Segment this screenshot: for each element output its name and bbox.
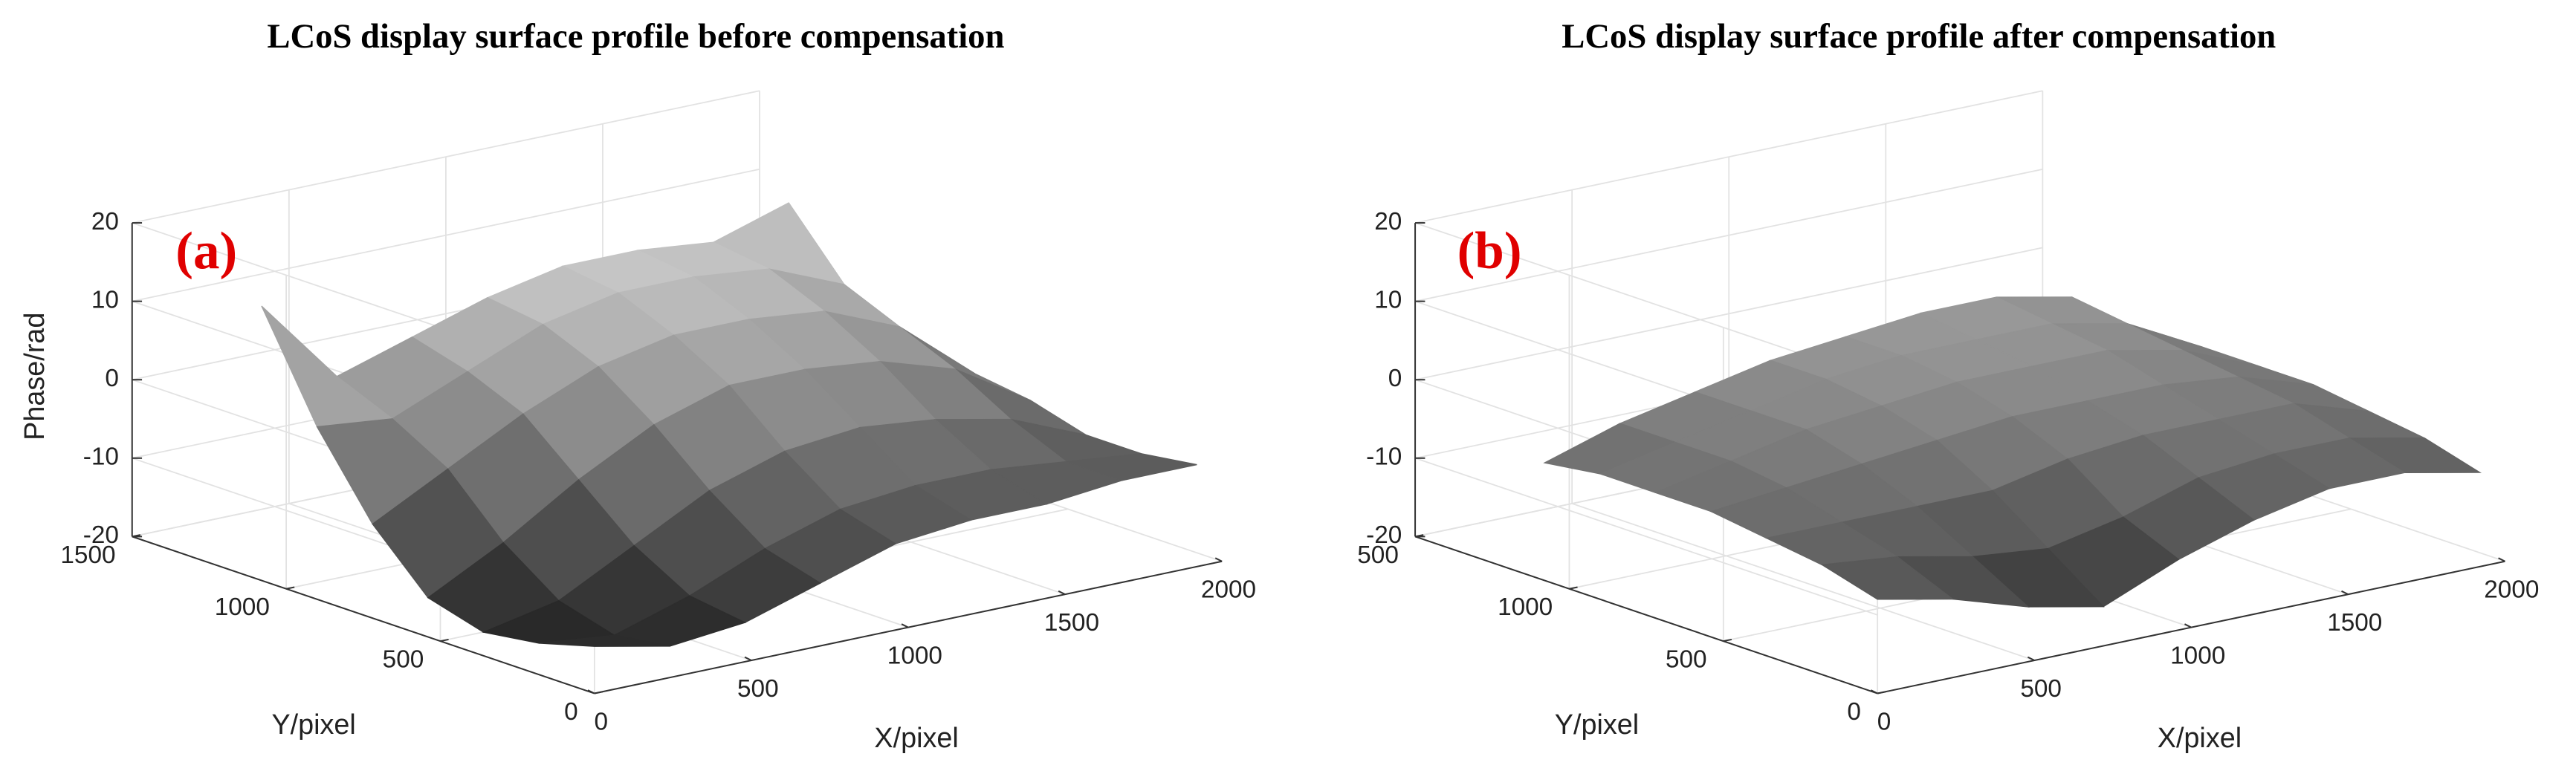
z-tick-label: -20	[1366, 521, 1402, 549]
y-tick-label: 1500	[60, 541, 115, 569]
y-tick-label: 0	[564, 698, 578, 726]
x-tick-label: 1500	[2327, 609, 2382, 637]
z-tick-label: 0	[105, 365, 119, 392]
y-tick	[440, 638, 449, 642]
y-tick	[594, 691, 603, 694]
y-tick	[1723, 638, 1732, 642]
y-tick	[1414, 534, 1424, 538]
z-axis-label: Phase/rad	[19, 313, 51, 440]
x-axis-label: X/pixel	[2158, 723, 2242, 754]
y-tick	[285, 586, 295, 590]
x-tick	[2027, 656, 2035, 661]
z-tick-label: 20	[91, 208, 119, 235]
z-grid-line	[1414, 457, 1878, 616]
panel-label: (b)	[1457, 222, 1522, 280]
x-tick	[2184, 623, 2192, 628]
x-tick-label: 2000	[1201, 576, 1256, 604]
y-tick-label: 0	[1847, 698, 1861, 726]
surface-cell	[539, 634, 670, 647]
x-tick-label: 500	[737, 675, 779, 703]
y-tick-label: 500	[383, 646, 424, 674]
y-tick	[132, 534, 141, 538]
surface-cell	[1820, 556, 1955, 600]
x-tick	[744, 656, 752, 661]
x-tick	[901, 623, 909, 628]
x-grid-line	[1571, 503, 2035, 661]
z-tick-label: -20	[83, 521, 119, 549]
x-tick-label: 0	[1877, 708, 1891, 735]
x-tick-label: 1000	[887, 642, 942, 669]
x-tick-label: 1000	[2170, 642, 2225, 669]
y-axis	[132, 536, 595, 694]
z-tick-label: 0	[1388, 365, 1402, 392]
panel-label: (a)	[175, 222, 237, 280]
x-tick	[1058, 590, 1066, 596]
chart-title: LCoS display surface profile before comp…	[267, 17, 1004, 56]
z-tick-label: 10	[1374, 286, 1402, 313]
x-axis-label: X/pixel	[874, 723, 958, 754]
x-tick	[2498, 557, 2505, 562]
x-tick	[1214, 557, 1223, 562]
x-tick-label: 500	[2020, 675, 2062, 703]
y-tick	[1877, 691, 1886, 694]
x-tick	[1870, 689, 1878, 694]
chart-title: LCoS display surface profile after compe…	[1562, 17, 2276, 56]
x-tick	[2341, 590, 2349, 596]
y-tick-label: 500	[1357, 541, 1399, 569]
y-axis	[1414, 536, 1878, 694]
y-tick	[1569, 586, 1578, 590]
x-tick-label: 2000	[2484, 576, 2539, 604]
z-tick-label: 20	[1374, 208, 1402, 235]
y-tick-label: 1000	[215, 593, 270, 621]
z-tick-label: -10	[83, 443, 119, 471]
z-tick-label: 10	[91, 286, 119, 313]
y-tick-label: 500	[1666, 646, 1707, 674]
x-tick	[587, 689, 595, 694]
x-tick-label: 1500	[1044, 609, 1099, 637]
z-tick-label: -10	[1366, 443, 1402, 471]
x-tick-label: 0	[594, 708, 608, 735]
y-axis-label: Y/pixel	[271, 709, 355, 741]
y-tick-label: 1000	[1498, 593, 1553, 621]
y-axis-label: Y/pixel	[1555, 709, 1639, 741]
